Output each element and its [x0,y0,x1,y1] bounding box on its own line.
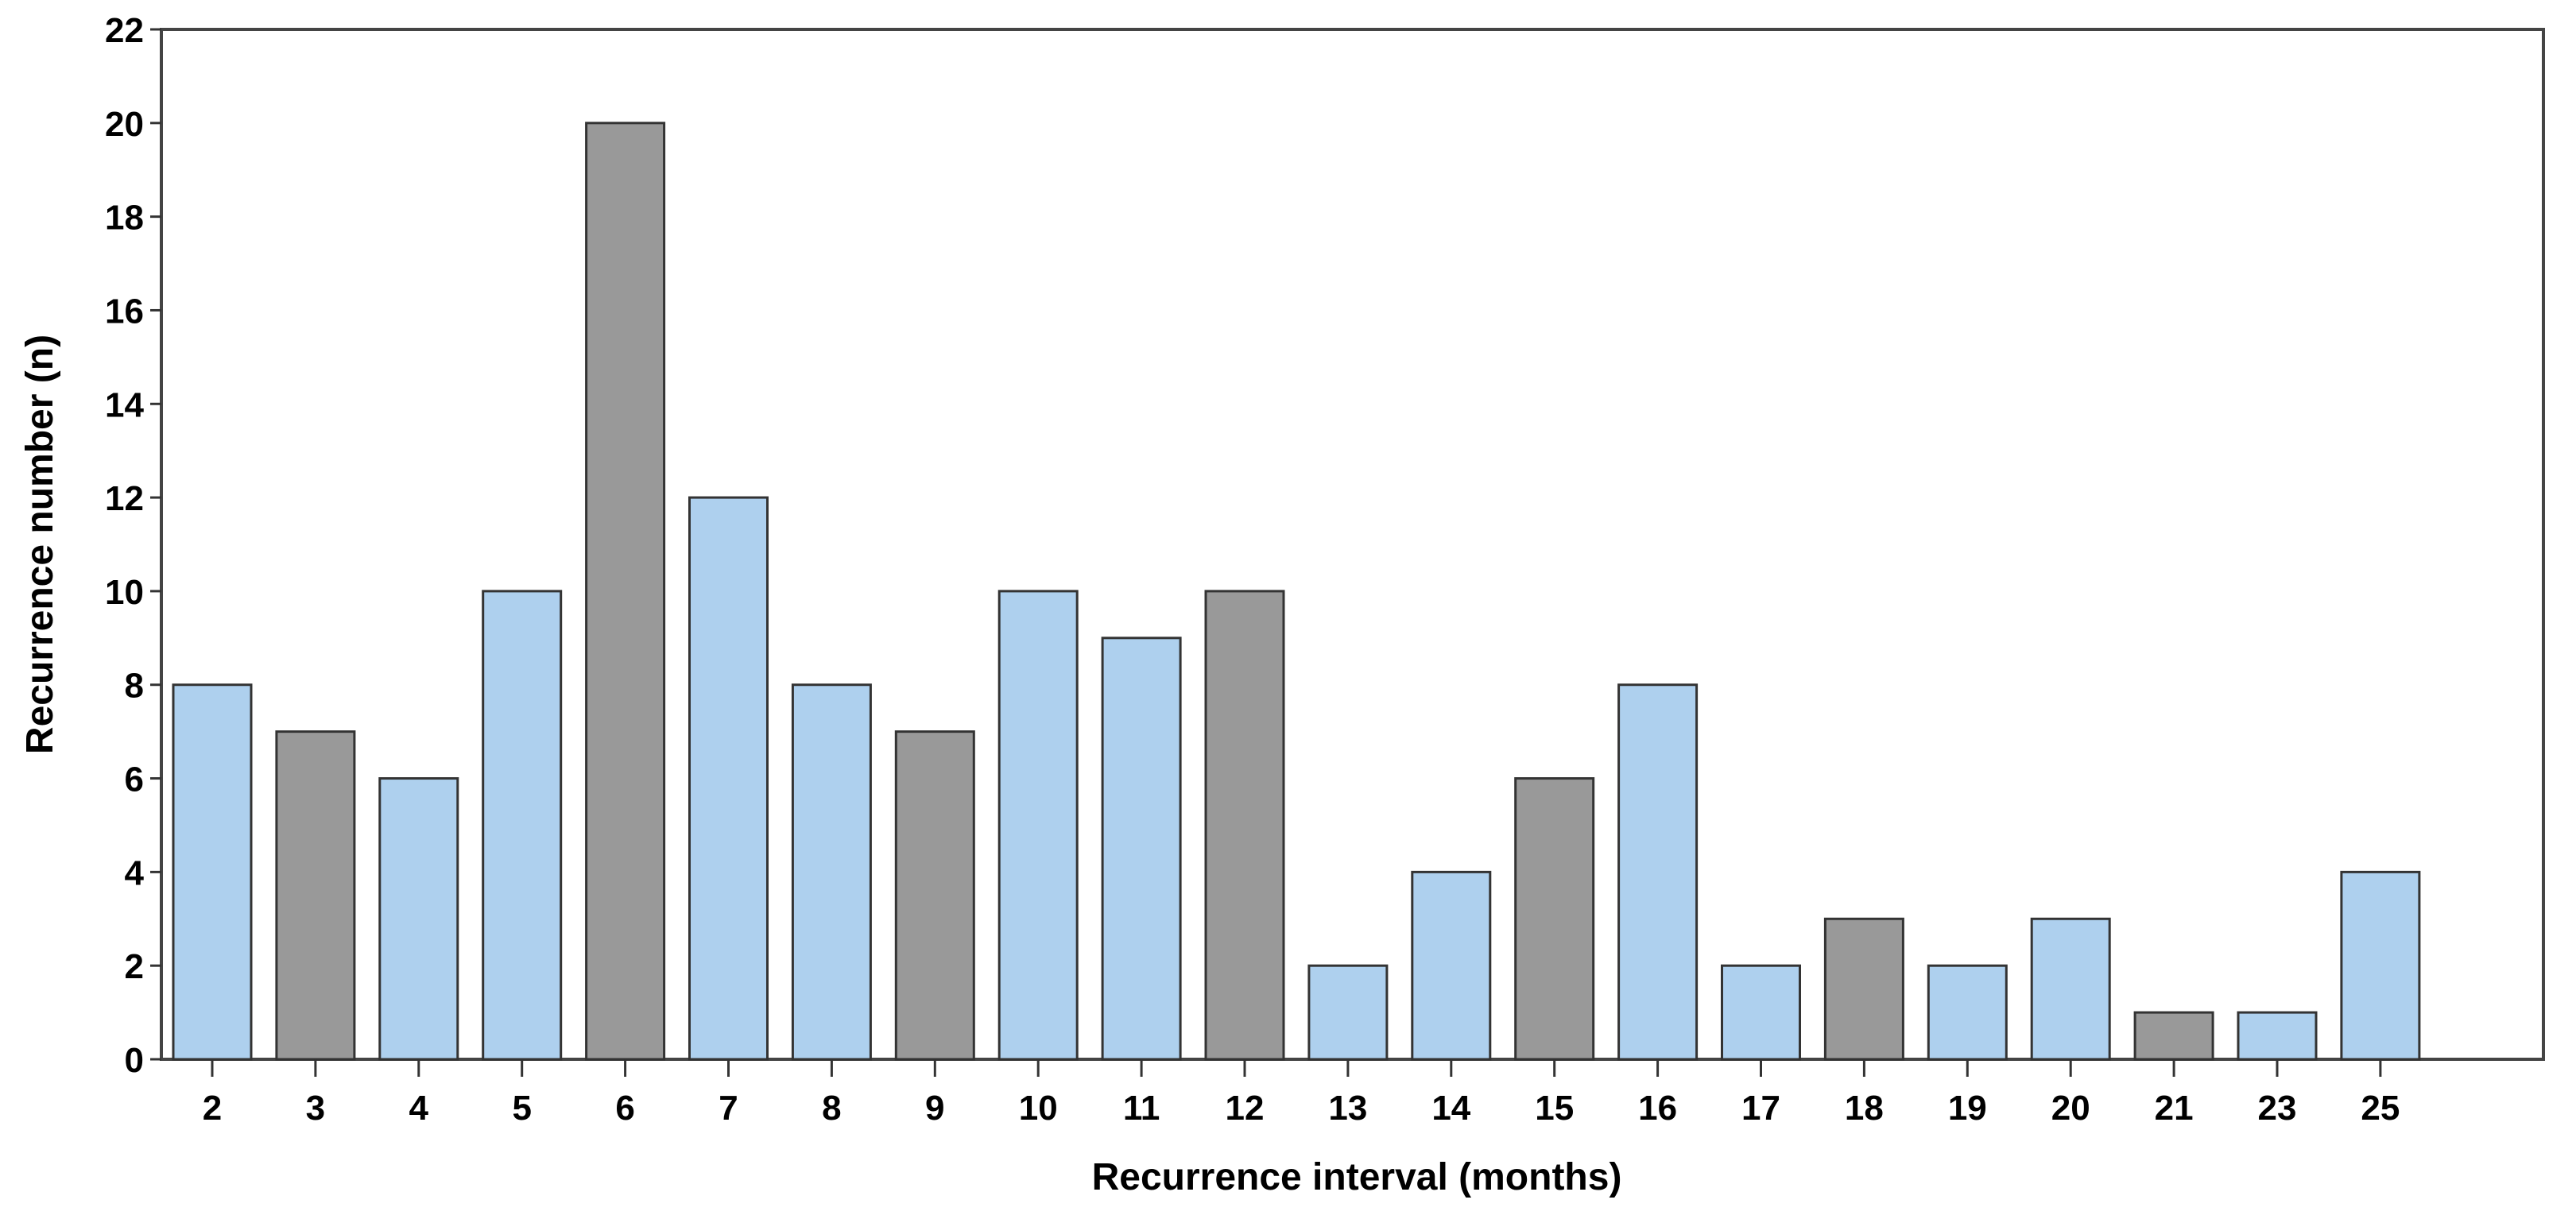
y-tick-label: 2 [125,947,144,986]
y-tick-label: 14 [105,385,144,424]
bar-11 [1101,637,1182,1061]
bar-8 [791,683,872,1061]
y-tick-label: 22 [105,11,144,50]
x-tick-label: 12 [1226,1089,1265,1128]
bar-4 [378,777,459,1061]
x-tick-label: 8 [822,1089,841,1128]
bar-12 [1204,590,1285,1061]
x-tick-label: 5 [512,1089,531,1128]
bar-23 [2237,1011,2318,1061]
x-tick-label: 16 [1638,1089,1677,1128]
x-tick-label: 11 [1123,1089,1160,1128]
bar-6 [585,122,666,1061]
x-tick-label: 25 [2361,1089,2400,1128]
bar-14 [1411,870,1492,1061]
bar-21 [2133,1011,2214,1061]
x-tick-label: 2 [203,1089,222,1128]
x-tick-label: 3 [306,1089,325,1128]
y-tick-label: 20 [105,105,144,144]
y-tick-label: 12 [105,479,144,518]
x-tick-label: 6 [615,1089,634,1128]
bar-25 [2340,870,2421,1061]
x-tick-label: 9 [925,1089,944,1128]
bar-20 [2030,917,2111,1061]
bar-7 [688,496,769,1061]
y-tick-label: 0 [125,1041,144,1080]
bar-2 [172,683,253,1061]
bar-19 [1927,964,2008,1061]
y-tick-label: 4 [125,853,145,892]
bar-17 [1721,964,1801,1061]
y-tick-label: 18 [105,199,144,238]
x-tick-label: 19 [1948,1089,1987,1128]
x-tick-label: 21 [2155,1089,2194,1128]
bar-9 [894,730,975,1061]
bar-13 [1307,964,1389,1061]
bar-15 [1514,777,1595,1061]
bar-3 [275,730,356,1061]
y-tick-label: 8 [125,667,144,706]
x-axis-title: Recurrence interval (months) [1092,1156,1622,1198]
y-axis-title: Recurrence number (n) [19,335,61,754]
bar-10 [997,590,1079,1061]
y-tick-label: 16 [105,292,144,331]
x-tick-label: 23 [2258,1089,2297,1128]
x-tick-label: 14 [1431,1089,1470,1128]
bar-18 [1823,917,1904,1061]
x-tick-label: 18 [1845,1089,1884,1128]
x-tick-label: 20 [2051,1089,2090,1128]
x-tick-label: 13 [1328,1089,1367,1128]
x-tick-label: 10 [1019,1089,1058,1128]
x-tick-label: 15 [1535,1089,1574,1128]
y-tick-label: 10 [105,573,144,612]
bar-16 [1617,683,1699,1061]
bar-5 [482,590,563,1061]
x-tick-label: 4 [409,1089,429,1128]
x-tick-label: 17 [1741,1089,1780,1128]
y-tick-label: 6 [125,760,144,799]
x-tick-label: 7 [719,1089,738,1128]
